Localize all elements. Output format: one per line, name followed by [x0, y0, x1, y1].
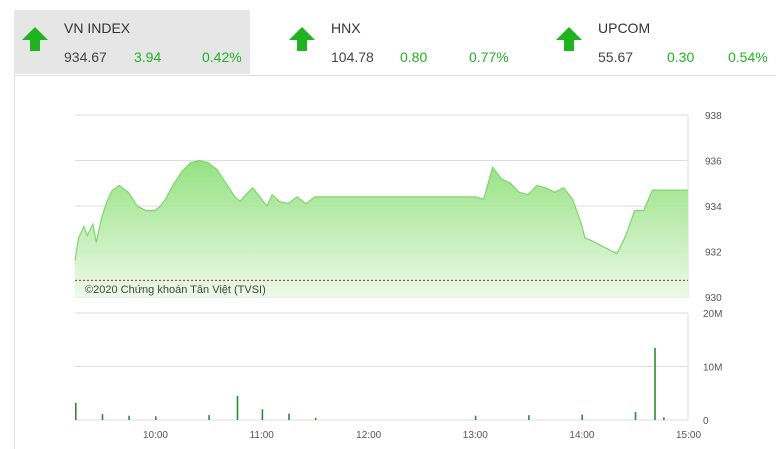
index-name: VN INDEX: [64, 20, 131, 36]
index-change: 0.80: [400, 49, 428, 65]
volume-bar: [75, 402, 77, 420]
volume-bar: [236, 395, 239, 420]
price-tick-label: 934: [705, 202, 722, 213]
volume-bar: [314, 417, 317, 420]
volume-axis-labels: 20M 10M 0: [703, 309, 722, 427]
volume-grid: [75, 312, 689, 421]
index-name: UPCOM: [598, 20, 651, 36]
time-axis-labels: 10:00 11:00 12:00 13:00 14:00 15:00: [143, 430, 702, 441]
tab-vn-index[interactable]: VN INDEX 934.67 3.94 0.42%: [14, 10, 250, 74]
copyright-text: ©2020 Chứng khoán Tân Việt (TVSI): [85, 284, 266, 296]
time-tick-label: 14:00: [569, 430, 594, 441]
volume-bars: [75, 347, 665, 420]
index-percent: 0.77%: [469, 49, 509, 65]
index-change: 0.30: [667, 49, 695, 65]
volume-bar: [128, 415, 130, 420]
volume-tick-label: 20M: [703, 309, 722, 320]
tab-upcom[interactable]: UPCOM 55.67 0.30 0.54%: [548, 10, 776, 74]
price-tick-label: 932: [705, 248, 722, 259]
price-area: [75, 160, 688, 297]
index-price: 934.67: [64, 49, 107, 65]
price-tick-label: 930: [705, 293, 722, 304]
volume-tick-label: 0: [703, 416, 709, 427]
time-tick-label: 15:00: [676, 430, 701, 441]
index-name: HNX: [331, 20, 361, 36]
index-change: 3.94: [134, 49, 162, 65]
volume-bar: [261, 409, 264, 420]
time-tick-label: 10:00: [143, 430, 168, 441]
arrow-up-icon: [556, 27, 582, 51]
volume-bar: [474, 415, 477, 420]
time-tick-label: 11:00: [250, 430, 275, 441]
price-tick-label: 936: [705, 157, 722, 168]
volume-tick-label: 10M: [703, 363, 722, 374]
chart-panel: [14, 75, 776, 449]
time-tick-label: 13:00: [463, 430, 488, 441]
price-line: [74, 159, 664, 261]
index-price: 104.78: [331, 49, 374, 65]
arrow-up-icon: [289, 27, 315, 51]
volume-bar: [634, 412, 637, 420]
volume-bar: [208, 415, 210, 420]
index-tabs: VN INDEX 934.67 3.94 0.42% HNX 104.78 0.…: [0, 0, 776, 75]
index-percent: 0.42%: [202, 49, 242, 65]
index-percent: 0.54%: [728, 49, 768, 65]
price-tick-label: 938: [705, 111, 722, 122]
price-axis-labels: 938 936 934 932 930: [705, 111, 722, 304]
volume-bar: [654, 347, 656, 420]
volume-bar: [663, 417, 665, 420]
volume-bar: [155, 416, 157, 420]
index-price: 55.67: [598, 49, 634, 65]
volume-bar: [101, 414, 104, 420]
arrow-up-icon: [22, 27, 48, 51]
volume-bar: [528, 415, 530, 420]
volume-bar: [288, 413, 290, 420]
tab-hnx[interactable]: HNX 104.78 0.80 0.77%: [281, 10, 517, 74]
volume-bar: [581, 414, 583, 420]
time-tick-label: 12:00: [356, 430, 381, 441]
